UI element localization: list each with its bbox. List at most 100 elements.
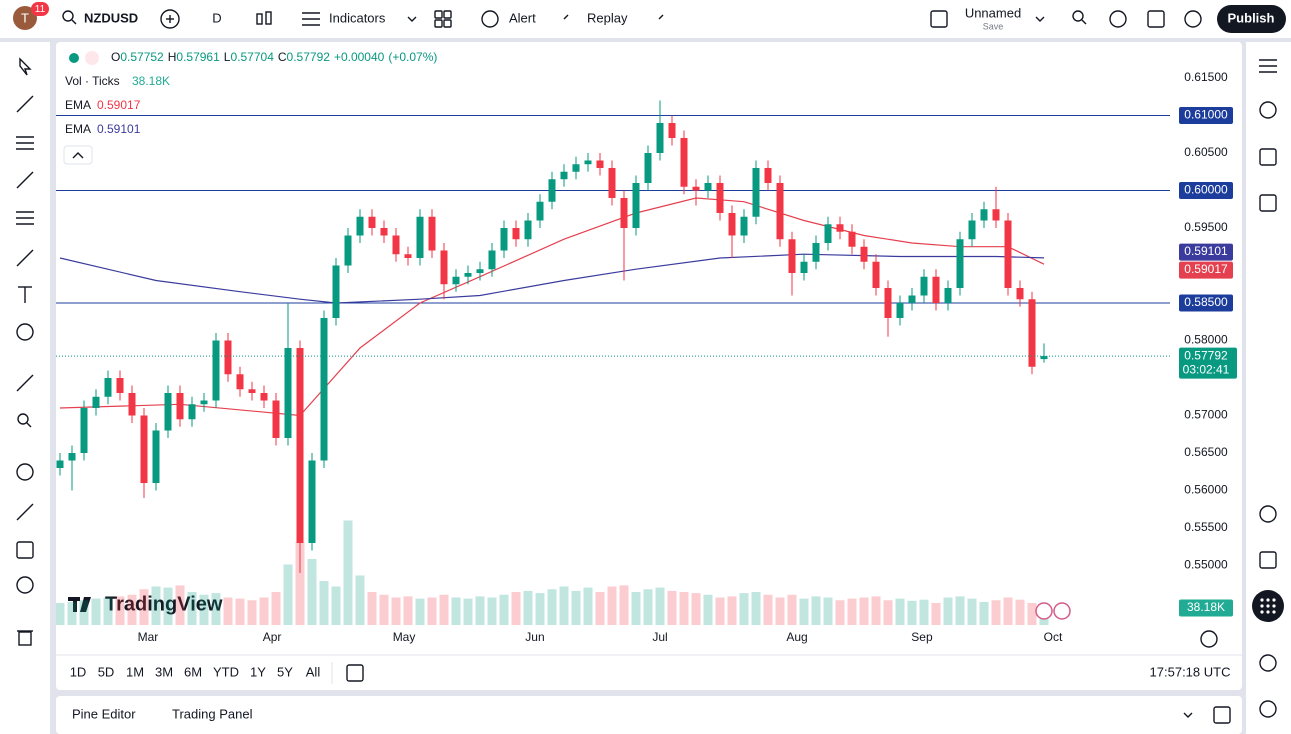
icon[interactable] (1259, 101, 1277, 119)
logo-mark (73, 597, 77, 612)
icon-part (62, 10, 74, 22)
range-button[interactable]: 5D (98, 664, 115, 679)
range-button[interactable]: 1D (70, 664, 87, 679)
range-button[interactable]: 6M (184, 664, 202, 679)
icon[interactable] (1072, 10, 1087, 25)
icon[interactable] (16, 323, 34, 341)
range-button[interactable]: YTD (213, 664, 239, 679)
icon[interactable] (1259, 59, 1277, 73)
icon[interactable] (1200, 630, 1218, 648)
volume-bar (511, 592, 521, 625)
candle-body (176, 393, 184, 420)
trading-panel-tab[interactable]: Trading Panel (172, 706, 253, 721)
icon[interactable] (1035, 16, 1045, 22)
icon[interactable] (16, 95, 34, 113)
layout-name[interactable]: Unnamed (965, 5, 1021, 20)
icon-part (1072, 10, 1084, 22)
volume-bar (787, 594, 797, 625)
volume-bar (859, 597, 869, 625)
bottom-panel (56, 696, 1242, 734)
range-button[interactable]: All (306, 664, 321, 679)
range-button[interactable]: 1M (126, 664, 144, 679)
symbol[interactable]: NZDUSD (84, 10, 138, 25)
avatar[interactable] (13, 6, 37, 30)
icon[interactable] (1259, 505, 1277, 523)
logo-text: TradingView (105, 593, 223, 615)
icon[interactable] (16, 576, 34, 594)
icon[interactable] (16, 463, 34, 481)
icon[interactable] (1259, 551, 1277, 569)
icon[interactable] (434, 10, 452, 28)
icon[interactable] (16, 249, 34, 267)
candle-body (164, 393, 172, 431)
icon[interactable] (16, 503, 34, 521)
icon[interactable] (160, 9, 180, 29)
alert-button[interactable]: Alert (509, 10, 536, 25)
candle-body (476, 269, 484, 273)
icon[interactable] (16, 374, 34, 392)
icon[interactable] (407, 16, 417, 22)
icon[interactable] (1259, 654, 1277, 672)
icon[interactable] (16, 136, 34, 150)
icon[interactable] (302, 12, 320, 26)
collapse-legend[interactable] (63, 145, 93, 165)
volume-bar (571, 590, 581, 625)
icon[interactable] (346, 664, 364, 682)
icon[interactable] (16, 211, 34, 225)
volume-bar (283, 564, 293, 625)
icon-part (346, 664, 364, 682)
icon-part (26, 422, 32, 428)
event-flag[interactable] (1035, 602, 1053, 620)
icon[interactable] (1259, 700, 1277, 718)
volume-bar (739, 593, 749, 625)
volume-bar (967, 598, 977, 625)
pine-editor-tab[interactable]: Pine Editor (72, 706, 136, 721)
icon[interactable] (17, 630, 33, 646)
candle-body (92, 396, 100, 409)
icon[interactable] (658, 14, 664, 20)
icon[interactable] (1184, 10, 1202, 28)
candle-body (80, 408, 88, 454)
volume-bar (415, 598, 425, 625)
replay-button[interactable]: Replay (587, 10, 628, 25)
icon[interactable] (1259, 194, 1277, 212)
candle-body (116, 378, 124, 394)
icon[interactable] (1259, 148, 1277, 166)
volume-bar (343, 520, 353, 625)
publish-button[interactable] (1217, 5, 1286, 33)
icon-part (1035, 16, 1045, 22)
icon[interactable] (16, 171, 34, 189)
y-tick-label: 0.58000 (1184, 333, 1228, 347)
icon[interactable] (1147, 10, 1165, 28)
icon[interactable] (1213, 706, 1231, 724)
interval[interactable]: D (212, 10, 221, 25)
icon[interactable] (18, 286, 32, 303)
icon[interactable] (19, 57, 32, 76)
volume-bar (799, 598, 809, 625)
volume-bar (1003, 597, 1013, 625)
icon[interactable] (256, 11, 272, 25)
range-button[interactable]: 1Y (250, 664, 266, 679)
icon[interactable] (481, 10, 499, 28)
icon[interactable] (1109, 10, 1127, 28)
candle-body (428, 216, 436, 251)
icon[interactable] (1183, 712, 1193, 718)
volume-bar (295, 542, 305, 625)
indicators-button[interactable]: Indicators (329, 10, 386, 25)
icon[interactable] (62, 10, 77, 25)
ema-badge-label: 0.59017 (1184, 262, 1228, 276)
icon[interactable] (17, 413, 32, 428)
range-button[interactable]: 3M (155, 664, 173, 679)
icon[interactable] (563, 14, 569, 20)
candle-body (656, 122, 664, 153)
candle-body (980, 209, 988, 221)
range-button[interactable]: 5Y (277, 664, 293, 679)
icon[interactable] (930, 10, 948, 28)
layout-save: Save (983, 21, 1004, 31)
event-flag[interactable] (1053, 602, 1071, 620)
candle-body (872, 261, 880, 288)
volume-title: Vol · Ticks (65, 74, 120, 88)
icon[interactable] (16, 541, 34, 559)
volume-bar (199, 594, 209, 625)
plot-area (56, 100, 1170, 625)
